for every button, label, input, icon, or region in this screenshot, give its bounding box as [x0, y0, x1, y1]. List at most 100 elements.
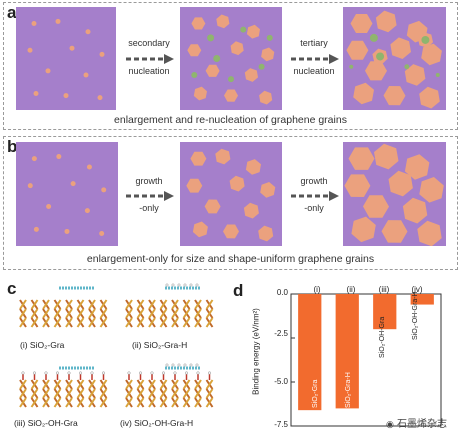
hydrogen-atom [177, 283, 181, 287]
graphene-grain [186, 178, 203, 193]
si-o-bond [19, 317, 27, 328]
graphene-grain [224, 89, 238, 102]
si-o-bond [171, 299, 179, 310]
si-o-bond [19, 299, 27, 310]
graphene-nucleus [31, 20, 37, 26]
new-nucleus [349, 64, 354, 69]
panel-a-step1-label2: nucleation [121, 66, 177, 77]
graphene-grain [191, 17, 206, 30]
panel-a-step2-label2: nucleation [286, 66, 342, 77]
graphene-grain [261, 47, 275, 62]
category-label-1: (ii) [346, 285, 356, 294]
si-o-bond [159, 379, 168, 390]
si-o-bond [205, 308, 214, 319]
si-o-bond [136, 379, 145, 390]
si-o-bond [182, 308, 191, 319]
graphene-grain [244, 68, 258, 82]
si-o-bond [53, 388, 62, 399]
si-o-bond [99, 397, 108, 408]
bar-0 [298, 294, 322, 411]
new-nucleus [421, 35, 430, 44]
si-o-bond [205, 379, 214, 390]
new-nucleus [266, 34, 273, 41]
si-o-bond [159, 317, 168, 328]
graphene-grain [260, 182, 276, 198]
graphene-grain [417, 220, 442, 246]
si-o-bond [136, 397, 145, 408]
panel-b-step1-label: growth [121, 176, 177, 187]
si-o-bond [30, 388, 39, 399]
bar-label-3: SiO₂-OH-Gra-H [412, 291, 419, 340]
category-label-3: (iv) [411, 285, 423, 294]
graphene-nucleus [99, 231, 105, 237]
structure-iii [19, 366, 108, 408]
panel-b-stage-1 [16, 142, 118, 246]
si-o-bond [88, 379, 96, 390]
si-o-bond [30, 379, 39, 390]
si-o-bond [171, 317, 179, 328]
si-o-bond [182, 317, 191, 328]
graphene-nucleus [27, 183, 33, 189]
hydrogen-atom [173, 371, 177, 375]
panel-d-letter: d [233, 281, 244, 300]
si-o-bond [148, 299, 156, 310]
tick-label-1: -2.5 [274, 329, 288, 338]
wechat-icon: ◉ [386, 420, 394, 430]
si-o-bond [65, 397, 73, 408]
si-o-bond [88, 388, 96, 399]
graphene-grain [383, 86, 406, 106]
new-nucleus [258, 63, 265, 70]
si-o-bond [182, 397, 191, 408]
si-o-bond [42, 379, 50, 390]
si-o-bond [194, 308, 202, 319]
graphene-grain [375, 10, 397, 33]
graphene-nucleus [46, 203, 52, 209]
si-o-bond [76, 308, 85, 319]
panel-a-step2-label: tertiary [286, 38, 342, 49]
si-o-bond [136, 388, 145, 399]
si-o-bond [194, 397, 202, 408]
hydrogen-atom [183, 283, 187, 287]
graphene-nucleus [86, 164, 92, 170]
hydrogen-atom [183, 363, 187, 367]
graphene-nucleus [27, 47, 33, 53]
graphene-grain [374, 143, 399, 170]
graphene-grain [216, 14, 230, 29]
si-o-bond [19, 308, 27, 319]
panel-b-arrow-1 [126, 191, 174, 201]
si-o-bond [182, 379, 191, 390]
si-o-bond [159, 397, 168, 408]
panel-b-arrow-2 [291, 191, 339, 201]
graphene-grain [258, 225, 274, 242]
graphene-grain [193, 86, 207, 101]
graphene-grain [421, 43, 442, 66]
graphene-grain [204, 199, 221, 214]
hydrogen-atom [138, 371, 143, 375]
graphene-grain [205, 64, 220, 77]
panel-b-step2-label: growth [286, 176, 342, 187]
si-o-bond [205, 388, 214, 399]
si-o-bond [30, 317, 39, 328]
panel-b-step2-line1: growth [300, 176, 328, 186]
graphene-grain [351, 216, 376, 243]
panel-b-step2-line2: -only [304, 203, 324, 213]
structure-ii [125, 283, 214, 328]
si-o-bond [148, 379, 156, 390]
bar-3 [410, 294, 434, 305]
hydrogen-atom [189, 363, 193, 367]
watermark-text: 石墨烯杂志 [397, 419, 448, 430]
new-nucleus [376, 52, 385, 61]
graphene-grain [259, 90, 273, 105]
hydrogen-atom [90, 371, 94, 375]
graphene-grain [243, 202, 259, 219]
si-o-bond [99, 379, 108, 390]
graphene-nucleus [69, 45, 75, 51]
graphene-nucleus [83, 72, 89, 78]
si-o-bond [42, 397, 50, 408]
si-o-bond [205, 317, 214, 328]
graphene-nucleus [85, 29, 91, 35]
panel-a-step1-line1: secondary [128, 38, 170, 48]
graphene-grain [215, 148, 231, 165]
hydrogen-atom [171, 363, 175, 367]
graphene-nucleus [33, 226, 39, 232]
